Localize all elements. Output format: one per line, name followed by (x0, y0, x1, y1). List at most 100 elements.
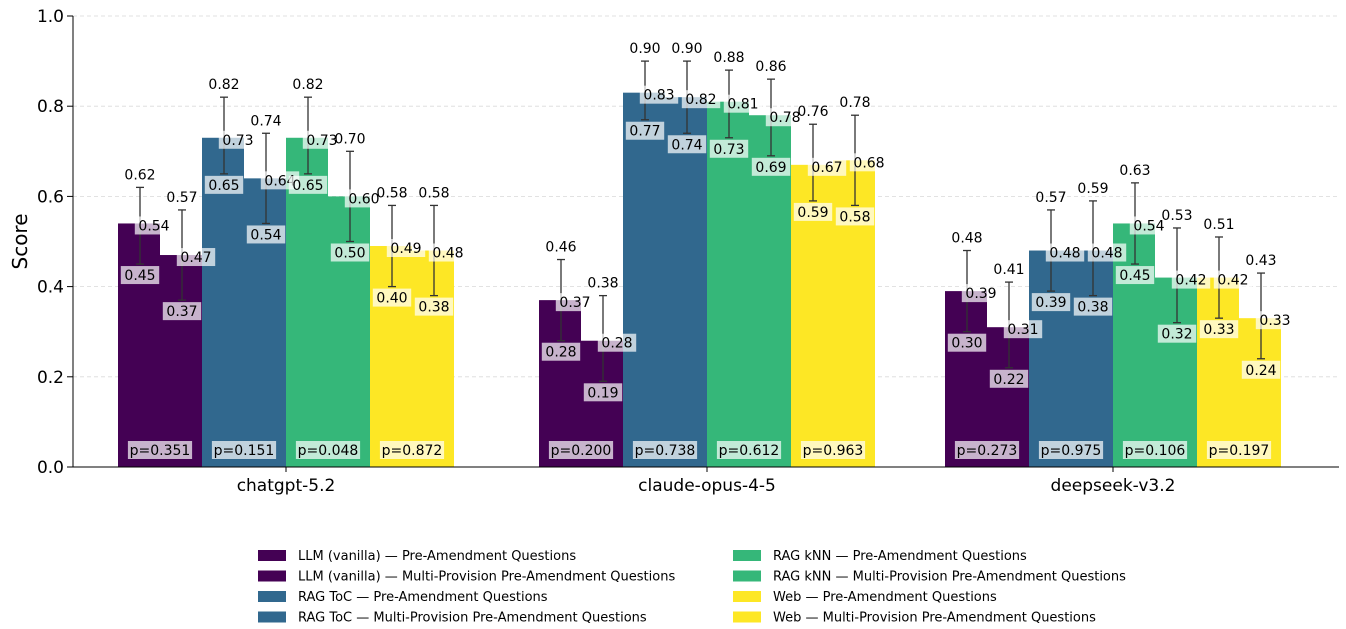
legend-swatch (733, 591, 761, 602)
legend-swatch (258, 591, 286, 602)
mean-label: 0.73 (222, 133, 253, 149)
p-value-label: p=0.612 (719, 443, 780, 459)
y-axis-title: Score (8, 213, 32, 269)
ci-high-label: 0.57 (166, 190, 197, 206)
bar-multi (244, 178, 286, 467)
mean-label: 0.48 (1091, 246, 1122, 262)
mean-label: 0.48 (1049, 246, 1080, 262)
legend-swatch (258, 550, 286, 561)
mean-label: 0.67 (811, 160, 842, 176)
mean-label: 0.31 (1007, 322, 1038, 338)
y-tick-label: 0.0 (37, 458, 64, 478)
ci-low-label: 0.65 (208, 178, 239, 194)
bar-multi (1071, 251, 1113, 467)
bar-multi (833, 160, 875, 467)
mean-label: 0.37 (559, 295, 590, 311)
ci-low-label: 0.50 (334, 246, 365, 262)
ci-high-label: 0.58 (418, 185, 449, 201)
mean-label: 0.42 (1217, 273, 1248, 289)
ci-low-label: 0.54 (250, 227, 281, 243)
mean-label: 0.39 (965, 286, 996, 302)
ci-low-label: 0.39 (1035, 295, 1066, 311)
legend-swatch (733, 550, 761, 561)
ci-high-label: 0.74 (250, 113, 281, 129)
mean-label: 0.68 (853, 155, 884, 171)
ci-low-label: 0.30 (951, 336, 982, 352)
ci-low-label: 0.28 (545, 345, 576, 361)
legend: LLM (vanilla) — Pre-Amendment Questions L… (258, 549, 1126, 626)
mean-label: 0.83 (643, 88, 674, 104)
x-tick-label: chatgpt-5.2 (237, 476, 336, 496)
p-value-label: p=0.273 (957, 443, 1018, 459)
ci-high-label: 0.90 (671, 41, 702, 57)
bar-multi (160, 255, 202, 467)
ci-low-label: 0.38 (418, 300, 449, 316)
ci-high-label: 0.76 (797, 104, 828, 120)
mean-label: 0.33 (1259, 313, 1290, 329)
ci-low-label: 0.38 (1077, 300, 1108, 316)
bar-pre (1029, 251, 1071, 467)
ci-high-label: 0.82 (292, 77, 323, 93)
ci-low-label: 0.37 (166, 304, 197, 320)
ci-low-label: 0.45 (124, 268, 155, 284)
legend-swatch (258, 571, 286, 582)
x-tick-label: deepseek-v3.2 (1051, 476, 1176, 496)
mean-label: 0.82 (685, 92, 716, 108)
bar-multi (328, 196, 370, 467)
p-value-label: p=0.106 (1125, 443, 1186, 459)
legend-entry: RAG kNN — Multi-Provision Pre-Amendment … (773, 570, 1126, 585)
mean-label: 0.28 (601, 336, 632, 352)
ci-low-label: 0.24 (1245, 363, 1276, 379)
y-tick-label: 0.6 (37, 187, 64, 207)
legend-entry: Web — Multi-Provision Pre-Amendment Ques… (773, 611, 1096, 626)
y-tick-label: 0.8 (37, 97, 64, 117)
ci-high-label: 0.38 (587, 276, 618, 292)
bar-pre (118, 223, 160, 467)
p-value-label: p=0.975 (1041, 443, 1102, 459)
mean-label: 0.73 (306, 133, 337, 149)
ci-high-label: 0.46 (545, 240, 576, 256)
ci-high-label: 0.48 (951, 231, 982, 247)
ci-low-label: 0.22 (993, 372, 1024, 388)
ci-high-label: 0.70 (334, 131, 365, 147)
ci-high-label: 0.78 (839, 95, 870, 111)
bar-pre (1197, 278, 1239, 467)
ci-low-label: 0.19 (587, 385, 618, 401)
p-value-label: p=0.738 (635, 443, 696, 459)
ci-high-label: 0.88 (713, 50, 744, 66)
legend-swatch (733, 612, 761, 623)
legend-entry: Web — Pre-Amendment Questions (773, 590, 997, 605)
y-tick-label: 0.4 (37, 278, 64, 298)
legend-swatch (258, 612, 286, 623)
ci-low-label: 0.32 (1161, 327, 1192, 343)
p-value-label: p=0.351 (130, 443, 191, 459)
ci-low-label: 0.59 (797, 205, 828, 221)
mean-label: 0.60 (348, 191, 379, 207)
ci-low-label: 0.40 (376, 291, 407, 307)
ci-low-label: 0.69 (755, 160, 786, 176)
mean-label: 0.78 (769, 110, 800, 126)
mean-label: 0.47 (180, 250, 211, 266)
ci-low-label: 0.77 (629, 124, 660, 140)
p-value-label: p=0.200 (551, 443, 612, 459)
ci-high-label: 0.41 (993, 262, 1024, 278)
bar-pre (623, 93, 665, 467)
ci-low-label: 0.33 (1203, 322, 1234, 338)
ci-high-label: 0.51 (1203, 217, 1234, 233)
legend-entry: RAG kNN — Pre-Amendment Questions (773, 549, 1027, 564)
ci-low-label: 0.58 (839, 209, 870, 225)
ci-high-label: 0.43 (1245, 253, 1276, 269)
p-value-label: p=0.963 (803, 443, 864, 459)
p-value-label: p=0.872 (382, 443, 443, 459)
legend-entry: LLM (vanilla) — Pre-Amendment Questions (298, 549, 576, 564)
ci-high-label: 0.63 (1119, 163, 1150, 179)
legend-entry: LLM (vanilla) — Multi-Provision Pre-Amen… (298, 570, 675, 585)
ci-high-label: 0.86 (755, 59, 786, 75)
ci-high-label: 0.53 (1161, 208, 1192, 224)
legend-entry: RAG ToC — Pre-Amendment Questions (298, 590, 548, 605)
x-tick-label: claude-opus-4-5 (638, 476, 776, 496)
ci-high-label: 0.57 (1035, 190, 1066, 206)
ci-low-label: 0.65 (292, 178, 323, 194)
mean-label: 0.81 (727, 97, 758, 113)
